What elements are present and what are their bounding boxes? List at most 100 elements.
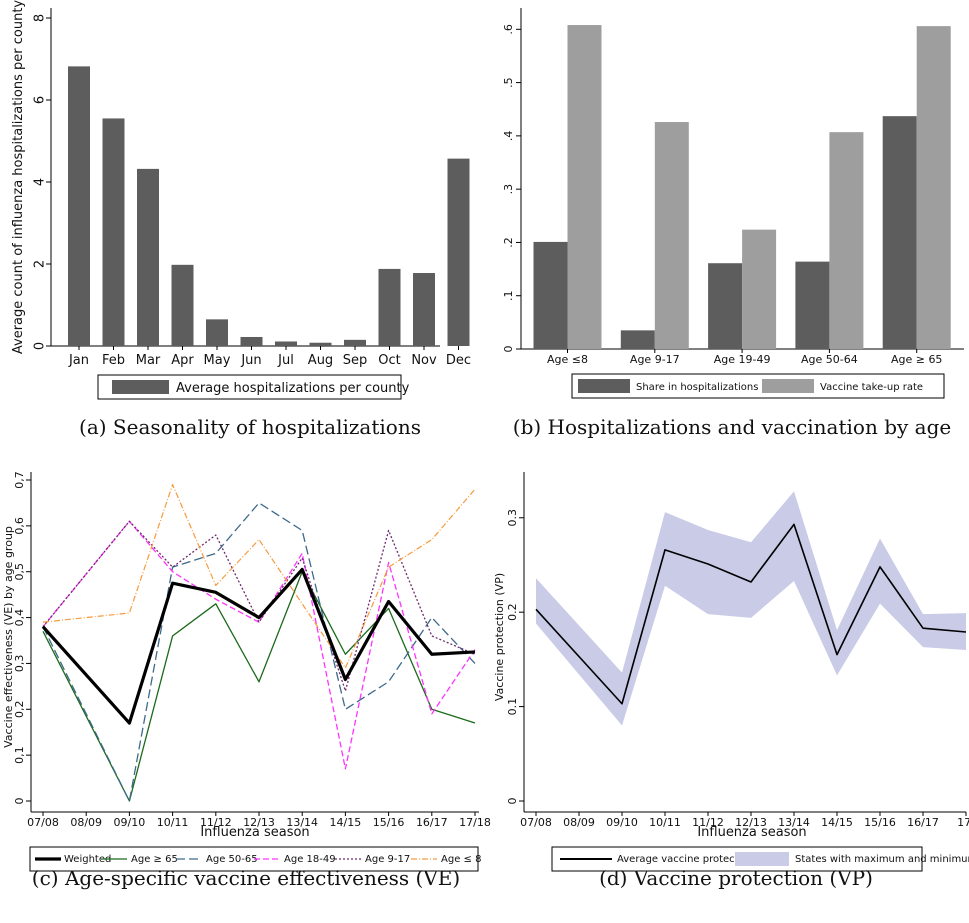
b-y-tick-label: .3	[502, 184, 515, 195]
c-line-series-0	[41, 567, 476, 725]
d-legend-label-avg: Average vaccine protection (VP)	[617, 854, 778, 865]
b-legend-swatch-takeup	[762, 379, 814, 393]
c-x-tick-label: 08/09	[70, 816, 102, 829]
a-y-tick-label: 6	[33, 96, 48, 104]
c-x-tick-label: 09/10	[114, 816, 146, 829]
c-y-tick-label: 0,2	[13, 701, 26, 719]
b-y-tick-label: .2	[502, 237, 515, 248]
d-x-tick-label: 09/10	[606, 816, 638, 829]
a-x-tick-label: Oct	[378, 353, 400, 368]
a-bar-oct	[378, 268, 401, 346]
a-x-tick-label: Jun	[240, 353, 261, 368]
d-x-tick-label: 08/09	[563, 816, 595, 829]
c-x-tick-label: 15/16	[373, 816, 405, 829]
a-x-tick-label: Apr	[171, 353, 194, 368]
b-x-tick-label: Age ≥ 65	[891, 353, 942, 366]
a-y-tick-label: 2	[33, 260, 48, 268]
a-bar-jul	[275, 341, 297, 346]
a-x-tick-label: Dec	[446, 353, 471, 368]
a-y-tick-label: 0	[33, 342, 48, 350]
d-x-tick-label: 12/13	[735, 816, 767, 829]
b-y-tick-label: .5	[502, 77, 515, 88]
a-x-tick-label: Jan	[68, 353, 89, 368]
d-y-tick-label: 0.1	[506, 698, 519, 716]
c-x-tick-label: 13/14	[286, 816, 318, 829]
b-bar-takeup-4	[916, 26, 951, 349]
b-legend-label-share: Share in hospitalizations	[636, 382, 758, 393]
c-x-tick-label: 11/12	[200, 816, 232, 829]
panel-d-vaccine-protection: 0 0.1 0.2 0.3 07/08 08/09 09/10 10/11 11/12 12/1…	[493, 472, 969, 890]
b-bar-share-4	[882, 116, 917, 349]
a-bar-apr	[171, 264, 194, 346]
b-bar-takeup-3	[829, 132, 864, 349]
c-legend-label-4: Age 9-17	[365, 854, 410, 865]
a-x-tick-label: Aug	[308, 353, 333, 368]
d-legend-swatch-band	[735, 852, 789, 866]
a-legend-label: Average hospitalizations per county	[176, 381, 410, 396]
d-line-average-vp	[535, 523, 967, 705]
b-bar-share-1	[620, 330, 655, 349]
c-x-axis-title: Influenza season	[200, 825, 309, 840]
a-bar-jan	[68, 66, 90, 346]
b-y-tick-label: 0	[502, 346, 515, 353]
a-y-tick-label: 4	[33, 178, 48, 186]
c-legend-label-5: Age ≤ 8	[441, 854, 481, 865]
b-x-tick-label: Age 9-17	[630, 353, 680, 366]
d-x-tick-label: 16/17	[907, 816, 939, 829]
c-x-tick-label: 10/11	[157, 816, 189, 829]
a-bar-dec	[447, 158, 470, 346]
a-caption: (a) Seasonality of hospitalizations	[79, 415, 421, 439]
c-x-tick-label: 12/13	[243, 816, 275, 829]
b-bar-takeup-1	[654, 122, 689, 349]
c-line-series-3	[42, 520, 476, 770]
d-x-axis-title: Influenza season	[697, 825, 806, 840]
d-y-tick-label: 0	[506, 798, 519, 805]
c-y-tick-label: 0,6	[13, 517, 26, 535]
c-legend-label-0: Weighted	[64, 854, 111, 865]
b-bar-takeup-2	[742, 229, 777, 349]
c-line-series-5	[42, 483, 476, 669]
d-x-tick-label: 17/	[957, 816, 969, 829]
c-y-tick-label: 0,3	[13, 655, 26, 673]
c-line-series-1	[42, 571, 476, 802]
panel-a-seasonality: 0 2 4 6 8 Jan Feb Mar Apr May Jun Jul Aug Sep Oct Nov D…	[11, 0, 471, 439]
d-legend-label-band: States with maximum and minimum VP	[795, 854, 969, 865]
a-bar-aug	[309, 342, 332, 346]
b-x-tick-label: Age 19-49	[714, 353, 771, 366]
d-minmax-band	[536, 491, 966, 726]
d-x-tick-label: 14/15	[821, 816, 853, 829]
c-line-series-4	[42, 520, 476, 692]
d-caption: (d) Vaccine protection (VP)	[599, 866, 873, 890]
d-x-tick-label: 15/16	[864, 816, 896, 829]
c-y-tick-label: 0,1	[13, 746, 26, 764]
c-legend-label-1: Age ≥ 65	[131, 854, 178, 865]
c-y-axis-title: Vaccine effectiveness (VE) by age group	[2, 526, 15, 748]
a-x-tick-label: Jul	[277, 353, 294, 368]
c-y-tick-label: 0	[13, 798, 26, 805]
c-caption: (c) Age-specific vaccine effectiveness (…	[32, 866, 460, 890]
b-bar-share-2	[708, 263, 743, 349]
b-bar-share-3	[795, 261, 830, 349]
d-x-tick-label: 13/14	[778, 816, 810, 829]
b-legend-box	[571, 373, 945, 399]
b-bar-takeup-0	[567, 25, 602, 350]
panel-b-age-vaccination: 0 .1 .2 .3 .4 .5 .6 Age ≤8 Age 9-17 Age 19-49 Age…	[502, 8, 964, 439]
d-x-tick-label: 11/12	[692, 816, 724, 829]
a-x-tick-label: Sep	[343, 353, 368, 368]
b-y-tick-label: .4	[502, 131, 515, 142]
d-y-tick-label: 0.3	[506, 509, 519, 527]
a-legend-swatch	[112, 380, 169, 394]
b-legend-swatch-share	[578, 379, 630, 393]
c-x-tick-label: 17/18	[459, 816, 491, 829]
b-y-tick-label: .6	[502, 24, 515, 35]
c-line-series-2	[42, 502, 476, 802]
a-x-tick-label: Nov	[411, 353, 437, 368]
b-legend-label-takeup: Vaccine take-up rate	[820, 382, 923, 393]
d-y-axis-title: Vaccine protection (VP)	[493, 573, 506, 701]
b-x-tick-label: Age ≤8	[547, 353, 588, 366]
c-x-tick-label: 16/17	[416, 816, 448, 829]
panel-c-vaccine-effectiveness: 0 0,1 0,2 0,3 0,4 0,5 0,6 0,7 07/08 08/09 09/10 10…	[2, 471, 491, 890]
c-y-tick-label: 0,7	[13, 471, 26, 489]
b-bar-share-0	[533, 241, 568, 349]
c-legend-label-2: Age 50-65	[206, 854, 258, 865]
